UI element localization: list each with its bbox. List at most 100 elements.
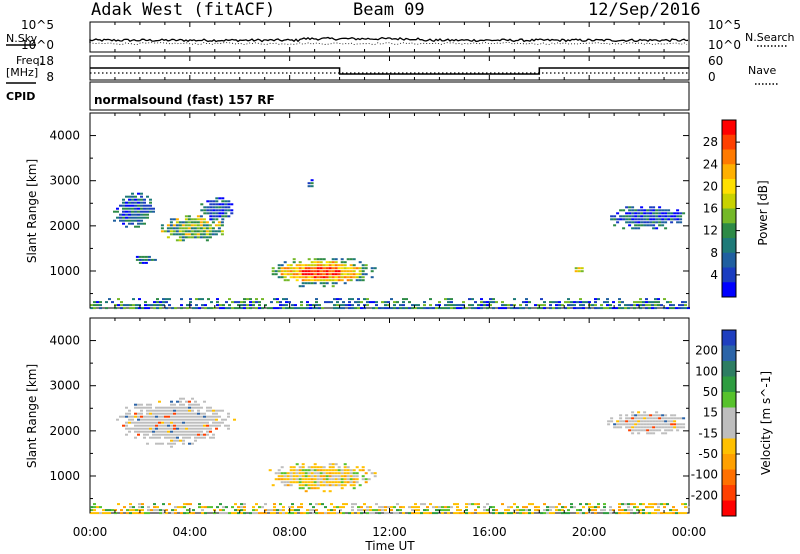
heat-cell	[534, 304, 537, 307]
heat-cell	[334, 273, 338, 276]
heat-cell	[349, 469, 353, 472]
heat-cell	[369, 509, 372, 512]
heat-cell	[197, 406, 200, 409]
heat-cell	[93, 307, 96, 310]
heat-cell	[196, 221, 200, 224]
heat-cell	[179, 439, 182, 442]
heat-cell	[621, 503, 624, 506]
heat-cell	[122, 201, 125, 204]
heat-cell	[319, 258, 323, 261]
heat-cell	[663, 512, 666, 515]
heat-cell	[652, 206, 656, 209]
heat-cell	[179, 400, 182, 403]
velocity-heat-feature-1	[268, 463, 377, 493]
heat-cell	[663, 307, 666, 310]
heat-cell	[158, 424, 161, 427]
heat-cell	[291, 304, 294, 307]
heat-cell	[179, 406, 182, 409]
heat-cell	[313, 279, 317, 282]
heat-cell	[228, 512, 231, 515]
heat-cell	[543, 503, 546, 506]
heat-cell	[179, 430, 182, 433]
heat-cell	[131, 204, 134, 207]
freq-label-line1: Freq.	[16, 54, 43, 67]
heat-cell	[286, 273, 290, 276]
heat-cell	[243, 301, 246, 304]
heat-cell	[125, 201, 128, 204]
heat-cell	[573, 301, 576, 304]
heat-cell	[465, 512, 468, 515]
heat-cell	[176, 409, 179, 412]
heat-cell	[267, 307, 270, 310]
heat-cell	[273, 506, 276, 509]
heat-cell	[384, 301, 387, 304]
heat-cell	[298, 472, 302, 475]
heat-cell	[358, 484, 362, 487]
heat-cell	[552, 307, 555, 310]
heat-cell	[462, 512, 465, 515]
heat-cell	[622, 209, 626, 212]
heat-cell	[152, 421, 155, 424]
heat-cell	[178, 230, 182, 233]
heat-cell	[634, 215, 638, 218]
heat-cell	[576, 512, 579, 515]
heat-cell	[255, 298, 258, 301]
heat-cell	[666, 503, 669, 506]
heat-cell	[628, 221, 632, 224]
heat-cell	[444, 304, 447, 307]
heat-cell	[134, 421, 137, 424]
heat-cell	[679, 221, 683, 224]
nsearch-line	[89, 42, 688, 46]
heat-cell	[373, 475, 377, 478]
heat-cell	[328, 469, 332, 472]
heat-cell	[633, 503, 636, 506]
heat-cell	[649, 432, 653, 435]
heat-cell	[513, 512, 516, 515]
heat-cell	[117, 304, 120, 307]
freq-left-bottom-tick: 8	[46, 70, 54, 84]
time-tick-label: 12:00	[372, 525, 407, 539]
heat-cell	[318, 304, 321, 307]
heat-cell	[187, 215, 191, 218]
heat-cell	[132, 307, 135, 310]
heat-cell	[192, 307, 195, 310]
heat-cell	[155, 433, 158, 436]
heat-cell	[197, 421, 200, 424]
heat-cell	[646, 215, 650, 218]
heat-cell	[628, 206, 632, 209]
heat-cell	[634, 221, 638, 224]
heat-cell	[180, 304, 183, 307]
heat-cell	[99, 301, 102, 304]
heat-cell	[280, 276, 284, 279]
heat-cell	[167, 406, 170, 409]
heat-cell	[616, 426, 620, 429]
heat-cell	[144, 304, 147, 307]
heat-cell	[555, 307, 558, 310]
heat-cell	[173, 421, 176, 424]
heat-cell	[645, 506, 648, 509]
heat-cell	[633, 512, 636, 515]
heat-cell	[343, 469, 347, 472]
heat-cell	[349, 475, 353, 478]
heat-cell	[640, 221, 644, 224]
heat-cell	[322, 478, 326, 481]
heat-cell	[417, 512, 420, 515]
heat-cell	[649, 209, 653, 212]
heat-cell	[669, 512, 672, 515]
heat-cell	[146, 403, 149, 406]
time-ticks	[89, 22, 690, 513]
heat-cell	[504, 512, 507, 515]
heat-cell	[298, 478, 302, 481]
freq-right-bottom-tick: 0	[708, 70, 716, 84]
heat-cell	[616, 423, 620, 426]
heat-cell	[579, 298, 582, 301]
heat-cell	[634, 209, 638, 212]
heat-cell	[579, 304, 582, 307]
heat-cell	[399, 506, 402, 509]
heat-cell	[393, 304, 396, 307]
heat-cell	[298, 267, 302, 270]
heat-cell	[319, 270, 323, 273]
heat-cell	[108, 298, 111, 301]
heat-cell	[687, 307, 690, 310]
heat-cell	[679, 218, 683, 221]
